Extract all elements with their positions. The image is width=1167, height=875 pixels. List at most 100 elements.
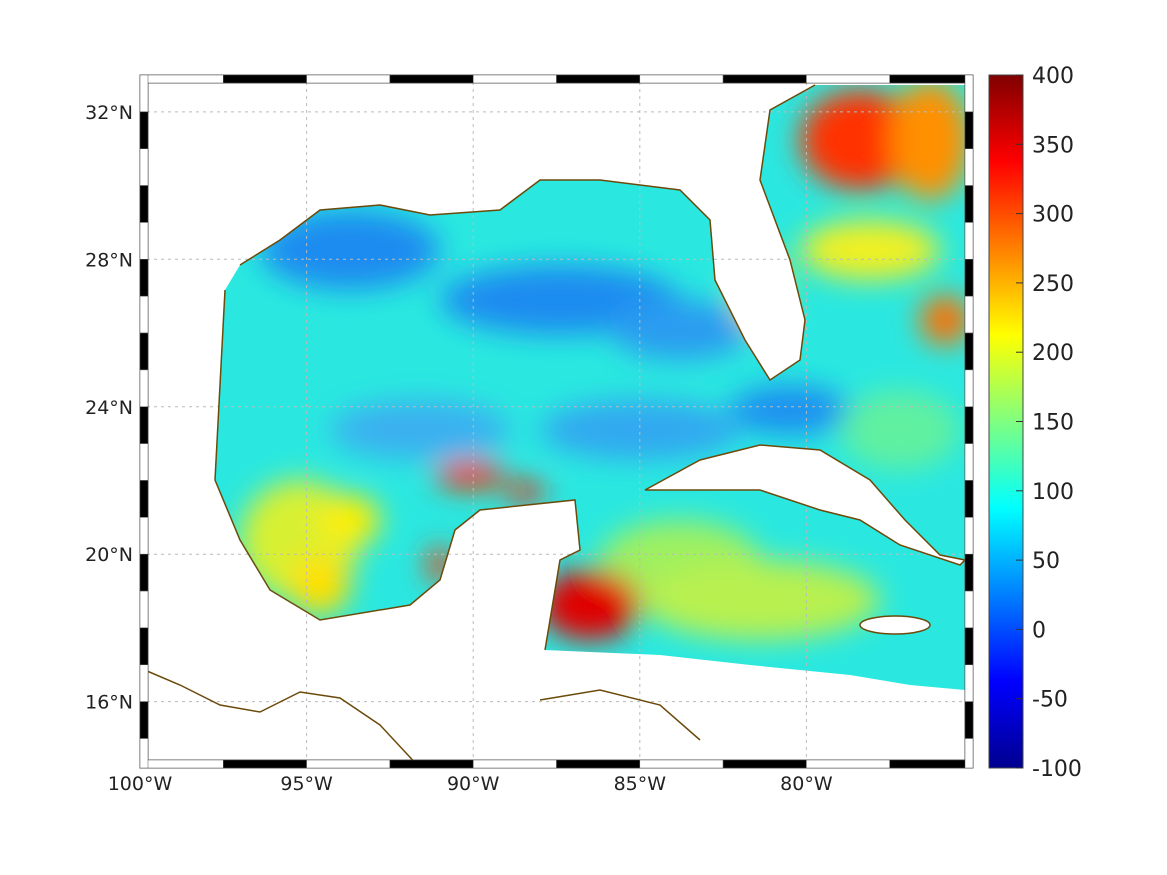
frame-band: [889, 74, 974, 84]
lon-tick-label: 100°W: [108, 773, 173, 795]
frame-band: [139, 759, 224, 769]
frame-band: [556, 74, 641, 84]
frame-band: [964, 517, 974, 555]
frame-band: [139, 701, 149, 739]
field-anomaly: [320, 495, 380, 545]
axis-tick-labels: 100°W 95°W 90°W 85°W 80°W 32°N 28°N 24°N 20°N 16°…: [85, 102, 833, 795]
frame-band: [223, 74, 307, 84]
colorbar: 400 350 300 250 200 150 100 50 0 -50 -100: [988, 64, 1082, 782]
frame-band: [722, 74, 807, 84]
jamaica-land: [859, 615, 931, 635]
frame-band: [964, 222, 974, 260]
map-frame: [139, 74, 974, 769]
colorbar-tick-label: 200: [1032, 341, 1074, 366]
colorbar-tick-label: 250: [1032, 272, 1074, 297]
frame-band: [722, 759, 807, 769]
colorbar-tick-label: 50: [1032, 549, 1060, 574]
frame-band: [556, 759, 641, 769]
frame-band: [964, 406, 974, 444]
frame-band: [139, 590, 149, 629]
frame-band: [139, 369, 149, 408]
frame-band: [472, 759, 557, 769]
frame-band: [139, 738, 149, 769]
field-anomaly: [800, 220, 940, 280]
lon-tick-label: 85°W: [614, 773, 667, 795]
frame-band: [139, 517, 149, 555]
field-anomaly: [290, 555, 350, 615]
frame-band: [964, 74, 974, 113]
field-anomaly: [800, 90, 920, 190]
frame-band: [139, 332, 149, 371]
lat-tick-label: 16°N: [85, 692, 133, 714]
frame-band: [306, 759, 391, 769]
colorbar-tick-label: 0: [1032, 618, 1046, 643]
lon-tick-label: 95°W: [280, 773, 333, 795]
gridlines: [139, 75, 973, 768]
colorbar-tick-label: 100: [1032, 480, 1074, 505]
lat-tick-label: 28°N: [85, 249, 133, 271]
frame-band: [806, 74, 890, 84]
field-anomaly: [260, 210, 440, 290]
field-anomaly: [735, 250, 785, 330]
field-anomaly: [920, 295, 965, 345]
frame-band: [964, 185, 974, 223]
frame-band: [139, 627, 149, 666]
frame-band: [139, 111, 149, 149]
colorbar-tick-label: -50: [1032, 688, 1068, 713]
field-anomaly: [890, 85, 965, 200]
field-anomaly: [840, 390, 960, 470]
field-anomaly: [540, 400, 740, 460]
frame-band: [964, 738, 974, 769]
honduras-coastline: [539, 689, 701, 741]
frame-band: [139, 74, 224, 84]
frame-band: [806, 759, 890, 769]
field-anomaly: [730, 385, 850, 435]
colorbar-tick-label: 400: [1032, 64, 1074, 89]
data-field: [215, 85, 965, 690]
frame-band: [139, 259, 149, 297]
field-anomaly: [640, 560, 880, 640]
frame-band: [889, 759, 974, 769]
frame-band: [964, 443, 974, 481]
frame-band: [139, 295, 149, 334]
frame-band: [964, 111, 974, 149]
frame-band: [964, 148, 974, 186]
frame-band: [964, 369, 974, 408]
colorbar-tick-label: 300: [1032, 203, 1074, 228]
frame-band: [964, 259, 974, 297]
frame-band: [139, 553, 149, 592]
frame-band: [639, 74, 724, 84]
frame-band: [964, 627, 974, 666]
frame-band: [964, 590, 974, 629]
gulf-coastline: [214, 289, 581, 651]
field-anomaly: [540, 570, 640, 640]
frame-band: [139, 74, 149, 113]
frame-band: [964, 295, 974, 334]
lat-tick-label: 24°N: [85, 397, 133, 419]
frame-band: [964, 553, 974, 592]
frame-band: [639, 759, 724, 769]
frame-band: [139, 406, 149, 444]
frame-band: [389, 759, 474, 769]
frame-band: [964, 701, 974, 739]
colorbar-tick-label: 150: [1032, 411, 1074, 436]
frame-band: [306, 74, 391, 84]
frame-band: [472, 74, 557, 84]
colorbar-tick-label: 350: [1032, 133, 1074, 158]
frame-band: [139, 185, 149, 223]
colorbar-tick-label: -100: [1032, 757, 1082, 782]
lat-tick-label: 20°N: [85, 544, 133, 566]
central-america-coastline: [139, 667, 421, 769]
lon-tick-label: 80°W: [780, 773, 833, 795]
field-anomaly: [435, 461, 505, 489]
frame-band: [139, 664, 149, 702]
frame-band: [223, 759, 307, 769]
frame-band: [964, 332, 974, 371]
field-anomaly: [610, 300, 750, 360]
frame-band: [139, 148, 149, 186]
field-anomaly: [505, 482, 545, 502]
lon-tick-label: 90°W: [447, 773, 500, 795]
frame-band: [964, 480, 974, 518]
us-gulf-coastline: [239, 84, 816, 382]
